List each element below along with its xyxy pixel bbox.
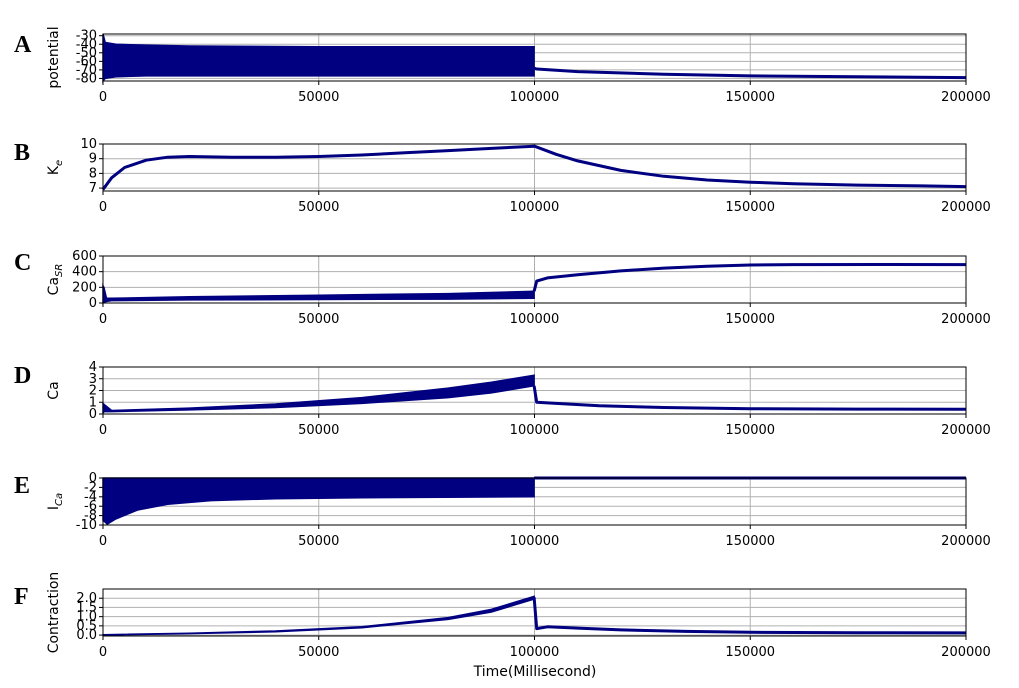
- x-tick-label: 200000: [941, 312, 991, 327]
- series-line: [532, 385, 967, 411]
- y-tick-label: -10: [76, 518, 97, 533]
- series-line: [101, 144, 967, 191]
- x-tick-label: 50000: [298, 90, 339, 105]
- x-tick-label: 150000: [725, 90, 775, 105]
- y-tick-label: -8: [84, 509, 97, 524]
- x-tick-label: 150000: [725, 312, 775, 327]
- x-tick-label: 150000: [725, 534, 775, 549]
- panel-letter: D: [14, 363, 31, 389]
- x-tick-label: 100000: [510, 645, 560, 660]
- y-axis-label: ICa: [46, 493, 65, 510]
- x-tick-label: 50000: [298, 200, 339, 215]
- y-tick-label: 2: [89, 384, 97, 399]
- y-tick-label: 4: [89, 360, 97, 375]
- y-tick-label: 8: [89, 166, 97, 181]
- oscillation-band: [102, 33, 535, 84]
- y-tick-label: 0: [89, 296, 97, 311]
- y-tick-label: 1: [89, 395, 97, 410]
- y-tick-label: 9: [89, 152, 97, 167]
- y-tick-label: 0.0: [76, 628, 97, 643]
- x-tick-label: 50000: [298, 312, 339, 327]
- x-tick-label: 200000: [941, 645, 991, 660]
- y-axis-label: Ca: [46, 381, 62, 399]
- y-tick-label: 0.5: [76, 619, 97, 634]
- y-axis-label: potential: [46, 26, 62, 88]
- panel-letter: B: [14, 140, 30, 166]
- x-tick-label: 50000: [298, 645, 339, 660]
- y-tick-label: -40: [76, 37, 97, 52]
- series-line: [533, 66, 967, 80]
- x-tick-label: 50000: [298, 534, 339, 549]
- panels-group: A-80-70-60-50-40-300 50000 100000 150000 200…: [14, 26, 991, 660]
- x-tick-label: 150000: [725, 645, 775, 660]
- y-tick-label: -4: [84, 490, 97, 505]
- y-tick-label: -30: [76, 29, 97, 44]
- panel-letter: E: [14, 473, 30, 499]
- x-tick-label: 100000: [510, 200, 560, 215]
- x-tick-label: 0: [99, 200, 107, 215]
- y-tick-label: 400: [72, 265, 97, 280]
- x-tick-label: 150000: [725, 200, 775, 215]
- x-tick-label: 100000: [510, 312, 560, 327]
- x-tick-label: 200000: [941, 90, 991, 105]
- y-tick-label: 0: [89, 407, 97, 422]
- panel-A: A -80-70-60-50-40-30 0 50000 100000 150000 200…: [14, 26, 991, 105]
- y-tick-label: -60: [76, 54, 97, 69]
- y-tick-label: -2: [84, 480, 97, 495]
- y-tick-label: -6: [84, 499, 97, 514]
- x-tick-label: 50000: [298, 423, 339, 438]
- series-line: [532, 597, 967, 635]
- y-tick-label: -50: [76, 46, 97, 61]
- y-tick-label: 600: [72, 249, 97, 264]
- panel-F: F 0.00.51.01.52.0 0 50000 100000 150000 200000…: [14, 572, 991, 660]
- y-tick-label: -70: [76, 63, 97, 78]
- panel-letter: A: [14, 32, 32, 58]
- x-tick-label: 0: [99, 312, 107, 327]
- x-tick-label: 100000: [510, 90, 560, 105]
- oscillation-band: [102, 283, 535, 305]
- panel-letter: F: [14, 584, 29, 610]
- x-axis-label: Time(Millisecond): [473, 664, 597, 680]
- x-tick-label: 0: [99, 90, 107, 105]
- x-tick-label: 0: [99, 645, 107, 660]
- y-axis-label: Ke: [46, 160, 65, 175]
- series-line: [532, 263, 967, 292]
- y-tick-label: 2.0: [76, 591, 97, 606]
- x-tick-label: 100000: [510, 534, 560, 549]
- x-tick-label: 0: [99, 534, 107, 549]
- y-tick-label: 0: [89, 471, 97, 486]
- x-tick-label: 200000: [941, 423, 991, 438]
- y-tick-label: 7: [89, 181, 97, 196]
- y-axis-label: Contraction: [46, 572, 62, 654]
- x-tick-label: 0: [99, 423, 107, 438]
- y-tick-label: 1.0: [76, 610, 97, 625]
- x-tick-label: 100000: [510, 423, 560, 438]
- y-tick-label: 200: [72, 280, 97, 295]
- y-tick-label: 3: [89, 372, 97, 387]
- x-tick-label: 200000: [941, 534, 991, 549]
- y-tick-label: 1.5: [76, 600, 97, 615]
- y-axis-label: CaSR: [46, 264, 65, 296]
- y-tick-label: 10: [80, 137, 97, 152]
- x-tick-label: 200000: [941, 200, 991, 215]
- y-tick-label: -80: [76, 71, 97, 86]
- x-tick-label: 150000: [725, 423, 775, 438]
- panel-letter: C: [14, 250, 31, 276]
